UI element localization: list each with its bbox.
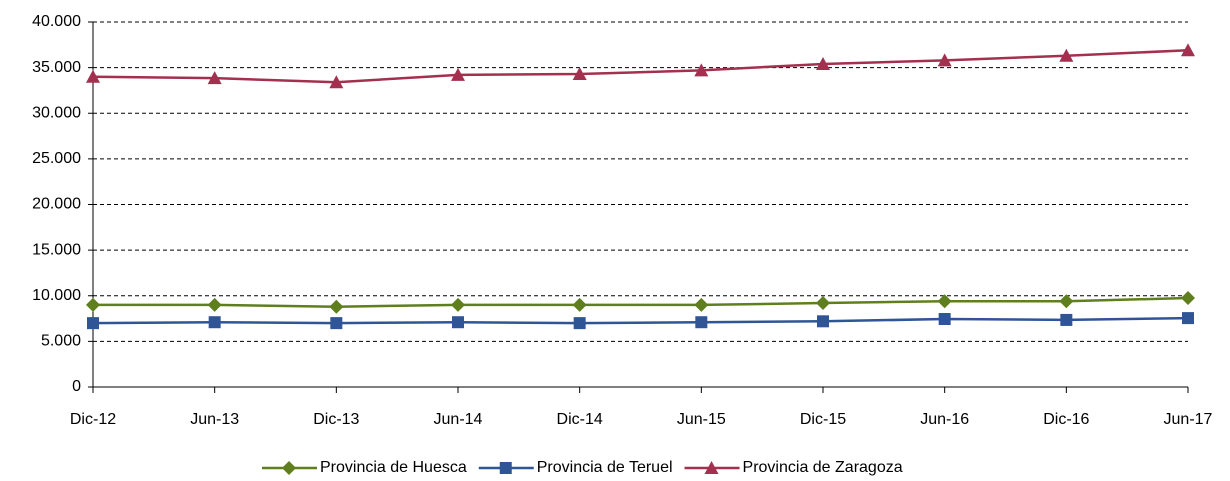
point-marker	[572, 297, 587, 312]
point-marker	[452, 316, 464, 329]
y-tick-label: 20.000	[32, 196, 81, 213]
legend-label: Provincia de Huesca	[320, 459, 467, 476]
y-tick-label: 15.000	[32, 241, 81, 258]
x-tick-label: Dic-15	[800, 411, 846, 428]
x-tick-label: Dic-12	[70, 411, 116, 428]
legend-marker	[704, 461, 719, 474]
y-tick-label: 0	[72, 378, 81, 395]
point-marker	[1059, 294, 1074, 309]
point-marker	[572, 67, 587, 81]
point-marker	[329, 299, 344, 314]
point-marker	[86, 297, 100, 312]
point-marker	[1181, 43, 1195, 57]
y-tick-label: 30.000	[32, 104, 81, 121]
point-marker	[86, 69, 100, 83]
y-tick-label: 10.000	[32, 287, 81, 304]
point-marker	[207, 297, 222, 312]
point-marker	[694, 63, 709, 77]
point-marker	[694, 297, 709, 312]
y-tick-label: 25.000	[32, 150, 81, 167]
series-line	[93, 296, 1189, 308]
legend-label: Provincia de Zaragoza	[743, 459, 903, 476]
point-marker	[330, 317, 343, 330]
legend-label: Provincia de Teruel	[537, 459, 673, 476]
point-marker	[695, 316, 708, 329]
point-marker	[937, 53, 952, 67]
x-tick-label: Jun-17	[1164, 411, 1213, 428]
point-marker	[1181, 291, 1195, 306]
point-marker	[207, 71, 222, 85]
x-tick-label: Dic-16	[1043, 411, 1089, 428]
legend-marker	[499, 462, 512, 474]
x-tick-label: Jun-14	[434, 411, 483, 428]
point-marker	[1059, 48, 1074, 62]
x-tick-label: Jun-15	[677, 411, 726, 428]
y-tick-label: 35.000	[32, 59, 81, 76]
x-tick-label: Dic-14	[557, 411, 603, 428]
point-marker	[816, 296, 830, 311]
point-marker	[451, 297, 465, 312]
point-marker	[1060, 313, 1073, 326]
x-tick-label: Jun-13	[190, 411, 239, 428]
point-marker	[329, 75, 344, 89]
x-tick-label: Jun-16	[920, 411, 969, 428]
series-line	[92, 49, 1189, 84]
point-marker	[208, 316, 221, 329]
series-line	[92, 316, 1189, 325]
y-tick-label: 5.000	[41, 333, 81, 350]
point-marker	[87, 317, 99, 330]
point-marker	[817, 315, 829, 328]
point-marker	[816, 56, 830, 70]
x-tick-label: Dic-13	[313, 411, 359, 428]
point-marker	[451, 67, 465, 81]
point-marker	[937, 294, 952, 309]
y-tick-label: 40.000	[32, 13, 81, 30]
point-marker	[573, 317, 586, 330]
point-marker	[1182, 312, 1194, 325]
legend-marker	[282, 461, 296, 475]
point-marker	[938, 313, 951, 326]
